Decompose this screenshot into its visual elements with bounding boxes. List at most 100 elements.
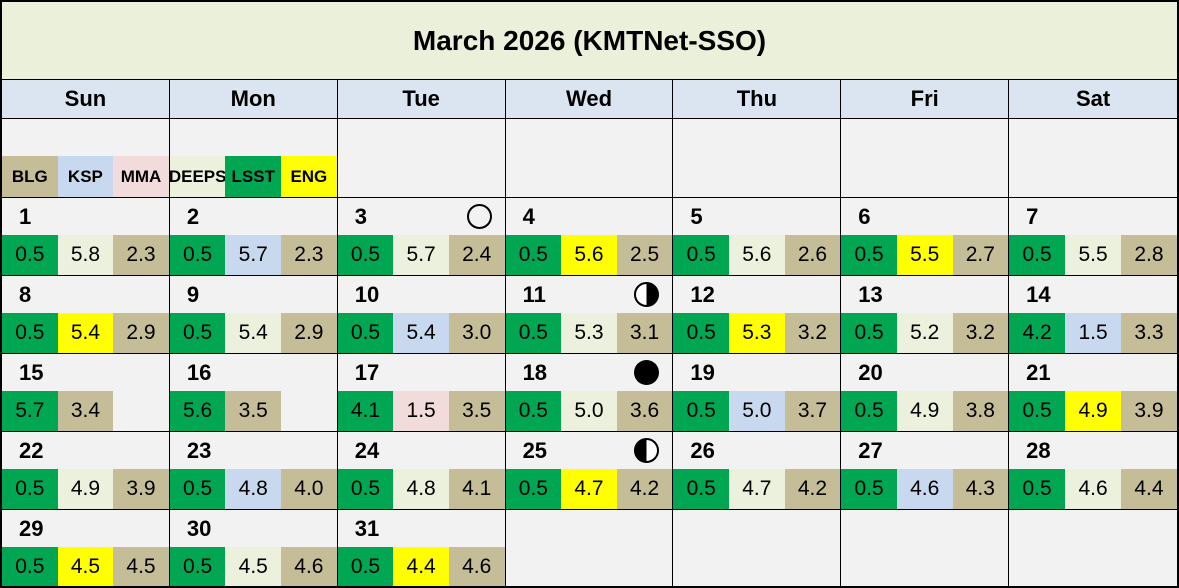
empty-cell <box>673 119 842 197</box>
value-cell-deeps: 4.7 <box>729 469 785 509</box>
day-cell-5: 5 0.5 5.6 2.6 <box>673 198 842 275</box>
value-cell-deeps: 5.5 <box>1065 235 1122 275</box>
empty-cell <box>1009 119 1177 197</box>
value-cell-eng: 4.4 <box>393 547 449 586</box>
weekday-sat: Sat <box>1075 86 1111 111</box>
value-cell-lsst: 0.5 <box>673 235 730 275</box>
value-cell-blg: 4.0 <box>281 469 337 509</box>
value-cell-eng: 4.5 <box>57 547 114 586</box>
day-cell-21: 21 0.5 4.9 3.9 <box>1009 354 1177 431</box>
day-number: 15 <box>19 359 44 385</box>
value-cell-blg: 2.9 <box>281 313 337 353</box>
day-cell-14: 14 4.2 1.5 3.3 <box>1009 276 1177 353</box>
value-cell-blg: 3.2 <box>784 313 841 353</box>
weekday-sun: Sun <box>2 80 170 118</box>
value-cell-blg: 4.2 <box>616 469 673 509</box>
week-row: 1 0.5 5.8 2.3 2 0.5 5.7 2.3 3 0.5 5.7 2.4 4 0.5 5.6 2.5… <box>2 198 1177 276</box>
value-cell-lsst: 0.5 <box>1009 469 1066 509</box>
day-number: 7 <box>1026 203 1039 229</box>
value-cell-lsst: 0.5 <box>673 391 730 431</box>
value-cell-deeps: 5.7 <box>393 235 449 275</box>
value-cell-blg: 4.3 <box>952 469 1009 509</box>
weekday-wed: Wed <box>506 80 674 118</box>
day-cell-31: 31 0.5 4.4 4.6 <box>337 510 506 586</box>
day-cell-24: 24 0.5 4.8 4.1 <box>337 432 506 509</box>
value-cell-ksp: 5.7 <box>225 235 282 275</box>
day-number: 29 <box>19 515 44 541</box>
value-cell-lsst: 0.5 <box>505 235 562 275</box>
value-cell-deeps: 5.2 <box>896 313 953 353</box>
legend-item-mma: MMA <box>113 156 169 197</box>
value-cell-blg: 2.8 <box>1121 235 1177 275</box>
value-cell-eng: 4.7 <box>561 469 617 509</box>
day-number: 17 <box>354 359 380 385</box>
day-number: 3 <box>354 203 367 229</box>
value-cell-ksp: 4.6 <box>896 469 953 509</box>
value-cell-blg: 3.8 <box>952 391 1009 431</box>
calendar-title: March 2026 (KMTNet-SSO) <box>2 2 1177 80</box>
value-cell-lsst: 0.5 <box>169 235 226 275</box>
day-number: 2 <box>186 203 200 229</box>
day-cell-18: 18 0.5 5.0 3.6 <box>505 354 674 431</box>
value-cell-deeps: 4.5 <box>225 547 282 586</box>
week-row: 15 5.7 3.4 16 5.6 3.5 17 4.1 1.5 3.5 18 0.5 5.0 3.6 19… <box>2 354 1177 432</box>
weekday-fri: Fri <box>841 80 1010 118</box>
day-number: 19 <box>690 359 715 385</box>
day-number: 4 <box>522 203 535 229</box>
value-cell-eng: 5.4 <box>57 313 114 353</box>
moon-phase-icon-left <box>634 438 660 463</box>
value-cell-lsst: 0.5 <box>169 547 226 586</box>
value-cell-blg: 2.5 <box>616 235 673 275</box>
day-cell-1: 1 0.5 5.8 2.3 <box>2 198 170 275</box>
day-number: 20 <box>858 359 883 385</box>
weekday-tue: Tue <box>338 80 506 118</box>
day-cell-8: 8 0.5 5.4 2.9 <box>2 276 170 353</box>
legend-item-eng: ENG <box>281 156 337 197</box>
value-cell-deeps: 4.6 <box>1065 469 1122 509</box>
day-cell-7: 7 0.5 5.5 2.8 <box>1009 198 1177 275</box>
legend-column: DEEPS LSST ENG <box>169 119 338 197</box>
value-cell-empty <box>281 391 337 431</box>
value-cell-blg: 3.5 <box>448 391 505 431</box>
day-cell-11: 11 0.5 5.3 3.1 <box>505 276 674 353</box>
value-cell-blg: 4.1 <box>448 469 505 509</box>
empty-day-cell <box>1009 510 1177 586</box>
value-cell-lsst: 0.5 <box>841 391 897 431</box>
value-cell-blg: 2.6 <box>784 235 841 275</box>
day-number: 12 <box>690 281 715 307</box>
day-number: 21 <box>1026 359 1051 385</box>
value-cell-blg: 2.4 <box>448 235 505 275</box>
day-cell-4: 4 0.5 5.6 2.5 <box>505 198 674 275</box>
day-number: 16 <box>186 359 212 385</box>
empty-day-cell <box>506 510 674 586</box>
day-number: 23 <box>186 437 212 463</box>
day-cell-9: 9 0.5 5.4 2.9 <box>169 276 338 353</box>
value-cell-mma: 1.5 <box>393 391 449 431</box>
value-cell-lsst: 0.5 <box>169 313 226 353</box>
value-cell-lsst: 5.6 <box>169 391 226 431</box>
day-number: 1 <box>19 203 32 229</box>
day-cell-26: 26 0.5 4.7 4.2 <box>673 432 842 509</box>
value-cell-deeps: 4.8 <box>393 469 449 509</box>
value-cell-lsst: 0.5 <box>505 469 562 509</box>
day-number: 31 <box>354 515 380 541</box>
empty-day-cell <box>841 510 1010 586</box>
day-number: 5 <box>690 203 703 229</box>
moon-phase-icon-right <box>634 282 660 307</box>
value-cell-ksp: 5.0 <box>729 391 785 431</box>
day-cell-19: 19 0.5 5.0 3.7 <box>673 354 842 431</box>
value-cell-blg: 2.3 <box>281 235 337 275</box>
value-cell-deeps: 5.4 <box>225 313 282 353</box>
day-number: 26 <box>690 437 715 463</box>
value-cell-eng: 4.9 <box>1065 391 1122 431</box>
moon-phase-icon-open <box>466 204 492 229</box>
value-cell-blg: 4.6 <box>281 547 337 586</box>
value-cell-lsst: 4.1 <box>337 391 394 431</box>
legend-item-blg: BLG <box>2 156 58 197</box>
value-cell-lsst: 0.5 <box>1009 235 1066 275</box>
day-number: 14 <box>1026 281 1051 307</box>
legend-item-lsst: LSST <box>225 156 282 197</box>
legend-row: BLG KSP MMA DEEPS LSST ENG <box>2 119 1177 198</box>
day-number: 27 <box>858 437 883 463</box>
day-number: 28 <box>1026 437 1051 463</box>
